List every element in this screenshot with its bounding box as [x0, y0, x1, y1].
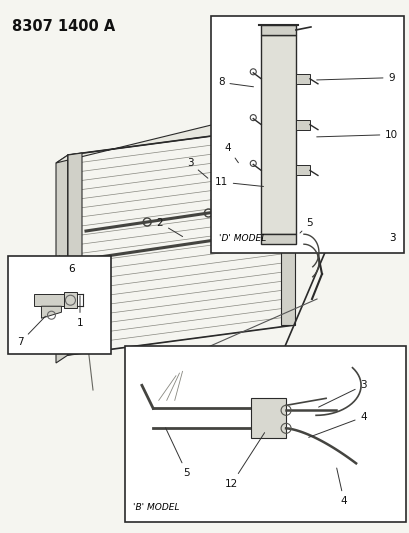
Text: 11: 11 — [214, 177, 263, 187]
Polygon shape — [64, 292, 77, 308]
Polygon shape — [261, 234, 295, 244]
Polygon shape — [56, 107, 294, 163]
Text: 8: 8 — [217, 77, 253, 87]
Text: 5: 5 — [299, 218, 312, 233]
Text: 9: 9 — [316, 72, 394, 83]
Polygon shape — [294, 225, 304, 233]
Text: 4: 4 — [336, 468, 346, 506]
Text: 4: 4 — [224, 143, 238, 163]
Text: 2: 2 — [156, 218, 182, 237]
Polygon shape — [261, 25, 295, 35]
Polygon shape — [68, 153, 82, 355]
Text: 5: 5 — [165, 428, 190, 478]
Bar — [8, 256, 110, 354]
Text: 10: 10 — [316, 130, 398, 140]
Text: 12: 12 — [225, 433, 264, 489]
Text: 4: 4 — [308, 412, 366, 438]
Text: 7: 7 — [17, 316, 45, 348]
Polygon shape — [261, 35, 295, 234]
Bar — [211, 16, 403, 253]
Polygon shape — [295, 165, 309, 175]
Polygon shape — [294, 197, 304, 205]
Text: 3: 3 — [186, 158, 207, 178]
Text: 8307 1400 A: 8307 1400 A — [12, 19, 115, 34]
Polygon shape — [280, 125, 294, 325]
Text: 'D' MODEL: 'D' MODEL — [219, 234, 266, 243]
Polygon shape — [34, 294, 64, 306]
Text: 'B' MODEL: 'B' MODEL — [133, 503, 179, 512]
Polygon shape — [56, 155, 68, 363]
Polygon shape — [41, 306, 61, 318]
Text: 3: 3 — [388, 233, 395, 243]
Polygon shape — [250, 398, 285, 438]
Text: 6: 6 — [68, 264, 74, 274]
Text: 3: 3 — [318, 380, 366, 407]
Text: 1: 1 — [76, 296, 83, 328]
Polygon shape — [295, 119, 309, 130]
Bar — [125, 346, 405, 522]
Polygon shape — [295, 74, 309, 84]
